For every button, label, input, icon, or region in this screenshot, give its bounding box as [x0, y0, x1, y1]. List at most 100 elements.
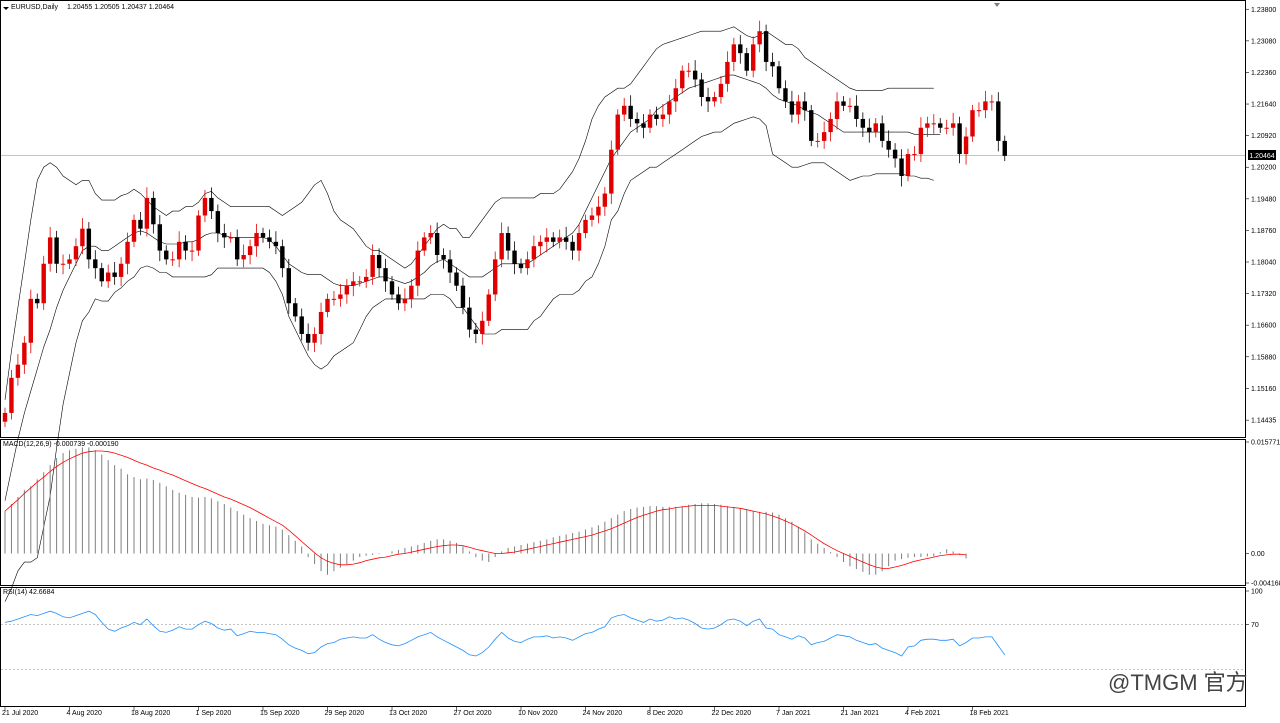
candle[interactable]: [125, 232, 130, 275]
candle[interactable]: [957, 116, 962, 164]
candle[interactable]: [164, 245, 169, 265]
candle[interactable]: [918, 117, 924, 162]
candle[interactable]: [241, 244, 246, 268]
candle[interactable]: [622, 97, 627, 122]
candle[interactable]: [667, 94, 672, 124]
candle[interactable]: [15, 354, 21, 386]
candle[interactable]: [544, 228, 549, 253]
candle[interactable]: [938, 118, 943, 133]
candle[interactable]: [538, 235, 543, 256]
candle[interactable]: [383, 258, 388, 292]
candle[interactable]: [344, 279, 350, 304]
candle[interactable]: [131, 214, 137, 248]
candle[interactable]: [944, 119, 949, 135]
candle[interactable]: [692, 60, 698, 88]
candle[interactable]: [609, 140, 614, 205]
candle[interactable]: [434, 222, 440, 263]
candle[interactable]: [892, 143, 898, 168]
candle[interactable]: [789, 90, 795, 123]
candle[interactable]: [235, 229, 240, 266]
candle[interactable]: [647, 109, 653, 133]
candle[interactable]: [841, 96, 846, 112]
candle[interactable]: [157, 215, 162, 262]
candle[interactable]: [963, 127, 969, 165]
candle[interactable]: [467, 297, 472, 338]
candle[interactable]: [99, 262, 104, 287]
candle[interactable]: [312, 327, 317, 352]
candle[interactable]: [402, 288, 408, 312]
candle[interactable]: [880, 115, 885, 148]
candle[interactable]: [989, 94, 995, 111]
candle[interactable]: [473, 322, 479, 344]
candle[interactable]: [634, 112, 640, 133]
candle[interactable]: [176, 231, 182, 268]
candle[interactable]: [138, 211, 143, 236]
candle[interactable]: [480, 311, 485, 345]
candle[interactable]: [493, 251, 498, 302]
candle[interactable]: [802, 92, 807, 121]
candle[interactable]: [563, 226, 569, 250]
candle[interactable]: [2, 407, 8, 427]
candle[interactable]: [505, 226, 511, 260]
candle[interactable]: [254, 223, 259, 257]
candle[interactable]: [54, 230, 59, 273]
candle[interactable]: [318, 302, 324, 345]
candle[interactable]: [712, 91, 717, 107]
candle[interactable]: [28, 289, 33, 354]
candle[interactable]: [615, 109, 620, 155]
candle[interactable]: [751, 36, 756, 78]
candle[interactable]: [783, 80, 788, 108]
candle[interactable]: [305, 323, 311, 351]
candle[interactable]: [370, 244, 375, 285]
candle[interactable]: [531, 235, 537, 268]
candle[interactable]: [925, 116, 930, 137]
candle[interactable]: [912, 146, 917, 161]
candle[interactable]: [267, 229, 272, 249]
candle[interactable]: [983, 90, 988, 119]
candle[interactable]: [170, 251, 175, 266]
candle[interactable]: [286, 258, 291, 314]
candle[interactable]: [67, 254, 72, 270]
candle[interactable]: [247, 239, 253, 265]
candle[interactable]: [596, 196, 601, 224]
candle[interactable]: [970, 104, 975, 142]
candle[interactable]: [428, 225, 433, 245]
candle[interactable]: [641, 114, 646, 139]
candle[interactable]: [396, 286, 401, 310]
candle[interactable]: [583, 214, 588, 239]
candle[interactable]: [705, 87, 711, 112]
rsi-pane[interactable]: [1, 610, 1245, 670]
candle[interactable]: [189, 241, 195, 262]
candle[interactable]: [860, 112, 866, 137]
candle[interactable]: [776, 61, 782, 94]
candle[interactable]: [512, 241, 517, 275]
candle[interactable]: [905, 148, 911, 182]
candle[interactable]: [886, 130, 891, 158]
candle[interactable]: [364, 269, 369, 288]
candle[interactable]: [106, 264, 111, 288]
candle[interactable]: [873, 118, 878, 138]
candle[interactable]: [899, 149, 904, 187]
candle[interactable]: [409, 279, 414, 309]
candle[interactable]: [215, 204, 221, 243]
candle[interactable]: [144, 187, 150, 237]
candle[interactable]: [551, 232, 556, 248]
candle[interactable]: [441, 248, 446, 269]
candle[interactable]: [73, 238, 79, 266]
candle[interactable]: [854, 95, 859, 127]
candle[interactable]: [351, 272, 356, 297]
candle[interactable]: [486, 289, 491, 327]
candle[interactable]: [628, 95, 633, 127]
candle[interactable]: [731, 37, 737, 72]
candle[interactable]: [976, 102, 982, 117]
candle[interactable]: [86, 222, 92, 269]
candle[interactable]: [828, 112, 833, 142]
candle[interactable]: [280, 239, 285, 278]
candle[interactable]: [183, 235, 188, 260]
candle[interactable]: [118, 257, 124, 287]
candle[interactable]: [673, 79, 678, 112]
candle[interactable]: [699, 72, 704, 107]
candle[interactable]: [763, 24, 769, 72]
candle[interactable]: [821, 121, 827, 149]
